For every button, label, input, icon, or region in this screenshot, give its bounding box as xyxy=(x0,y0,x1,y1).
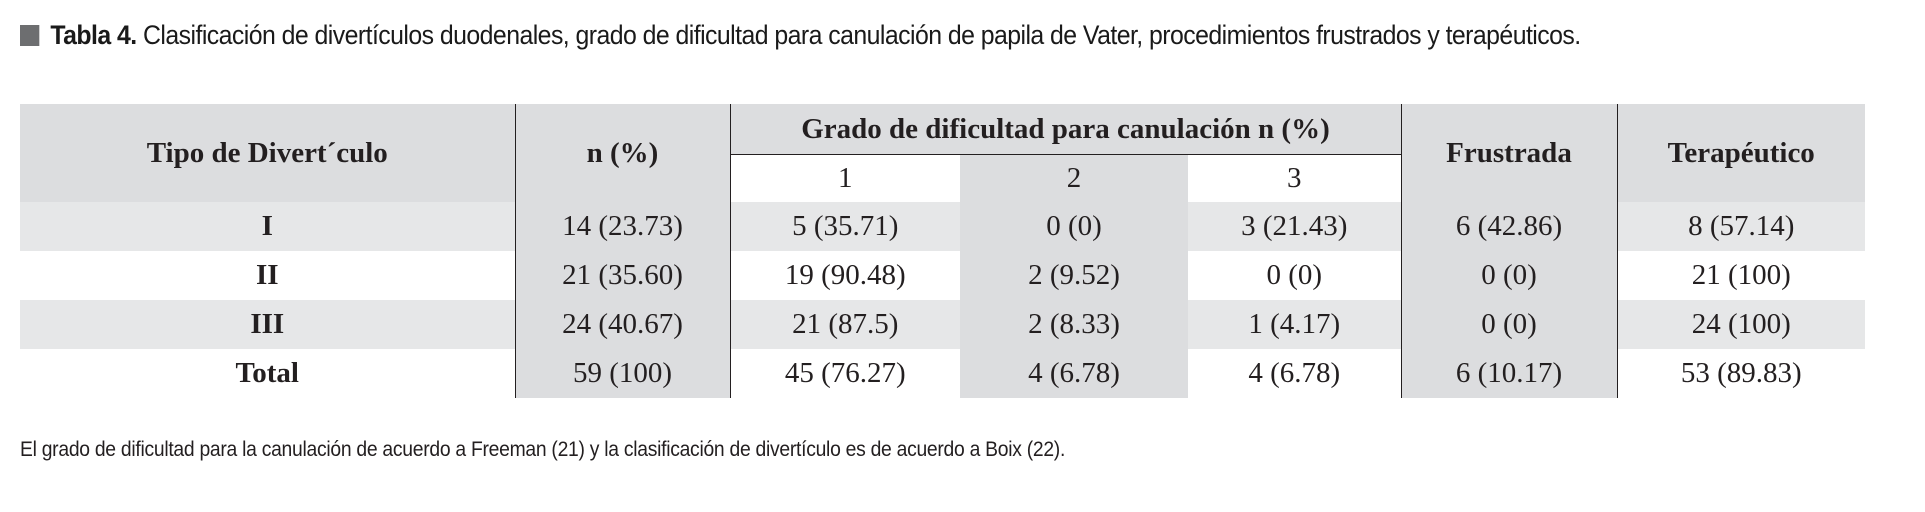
cell-frustrada: 0 (0) xyxy=(1401,300,1618,349)
cell-grado-3: 4 (6.78) xyxy=(1188,349,1402,398)
cell-n: 24 (40.67) xyxy=(515,300,731,349)
cell-tipo: I xyxy=(20,202,516,251)
cell-grado-2: 4 (6.78) xyxy=(960,349,1188,398)
cell-grado-3: 3 (21.43) xyxy=(1188,202,1402,251)
header-terapeutico: Terapéutico xyxy=(1617,104,1865,202)
cell-grado-2: 0 (0) xyxy=(960,202,1188,251)
caption-label: Tabla 4. xyxy=(50,19,137,50)
cell-tipo: Total xyxy=(20,349,516,398)
table-footnote: El grado de dificultad para la canulació… xyxy=(20,438,1066,461)
cell-frustrada: 6 (42.86) xyxy=(1401,202,1618,251)
cell-n: 14 (23.73) xyxy=(515,202,731,251)
header-grado-1: 1 xyxy=(729,154,960,202)
cell-terapeutico: 53 (89.83) xyxy=(1617,349,1865,398)
cell-grado-1: 19 (90.48) xyxy=(730,251,960,300)
caption-text: Clasificación de divertículos duodenales… xyxy=(143,19,1581,50)
cell-terapeutico: 8 (57.14) xyxy=(1617,202,1865,251)
gray-square-icon xyxy=(20,24,40,46)
header-tipo: Tipo de Divert´culo xyxy=(20,104,516,202)
header-row-main: Tipo de Divert´culo n (%) Grado de dific… xyxy=(20,104,1865,202)
header-row-sub: 1 2 3 xyxy=(20,154,1865,202)
cell-n: 21 (35.60) xyxy=(515,251,731,300)
cell-grado-3: 1 (4.17) xyxy=(1188,300,1402,349)
header-frustrada: Frustrada xyxy=(1401,104,1618,202)
cell-terapeutico: 21 (100) xyxy=(1617,251,1865,300)
cell-tipo: III xyxy=(20,300,516,349)
cell-grado-3: 0 (0) xyxy=(1188,251,1402,300)
header-grado: Grado de dificultad para canulación n (%… xyxy=(730,104,1402,155)
table-caption: Tabla 4. Clasificación de divertículos d… xyxy=(20,14,1581,56)
table-row: III 24 (40.67) 21 (87.5) 2 (8.33) 1 (4.1… xyxy=(20,300,1865,349)
cell-n: 59 (100) xyxy=(515,349,731,398)
cell-frustrada: 6 (10.17) xyxy=(1401,349,1618,398)
cell-grado-2: 2 (9.52) xyxy=(960,251,1188,300)
cell-grado-1: 5 (35.71) xyxy=(730,202,960,251)
table-row-total: Total 59 (100) 45 (76.27) 4 (6.78) 4 (6.… xyxy=(20,349,1865,398)
cell-grado-1: 21 (87.5) xyxy=(730,300,960,349)
cell-terapeutico: 24 (100) xyxy=(1617,300,1865,349)
cell-grado-2: 2 (8.33) xyxy=(960,300,1188,349)
table-row: I 14 (23.73) 5 (35.71) 0 (0) 3 (21.43) 6… xyxy=(20,202,1865,251)
cell-frustrada: 0 (0) xyxy=(1401,251,1618,300)
cell-tipo: II xyxy=(20,251,516,300)
header-grado-2: 2 xyxy=(960,154,1188,202)
header-n: n (%) xyxy=(515,104,731,202)
table-row: II 21 (35.60) 19 (90.48) 2 (9.52) 0 (0) … xyxy=(20,251,1865,300)
header-grado-3: 3 xyxy=(1188,154,1402,202)
cell-grado-1: 45 (76.27) xyxy=(730,349,960,398)
diverticula-table: Tipo de Divert´culo n (%) Grado de dific… xyxy=(20,104,1865,398)
